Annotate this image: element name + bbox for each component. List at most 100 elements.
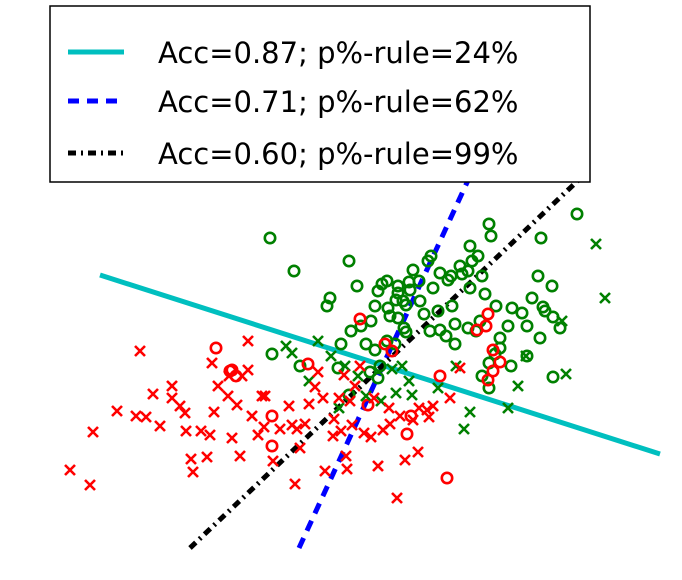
point-circle-1-18	[486, 364, 500, 378]
point-circle-0-8	[391, 279, 405, 293]
legend: Acc=0.87; p%-rule=24% Acc=0.71; p%-rule=…	[49, 5, 591, 183]
point-circle-0-74	[501, 319, 515, 333]
point-cross-3-72	[147, 388, 159, 400]
point-cross-3-19	[242, 335, 254, 347]
point-circle-0-59	[323, 291, 337, 305]
point-cross-3-44	[354, 360, 366, 372]
point-circle-0-68	[423, 324, 437, 338]
point-cross-3-17	[234, 450, 246, 462]
point-cross-3-46	[365, 431, 377, 443]
point-cross-3-71	[154, 420, 166, 432]
point-circle-0-86	[534, 231, 548, 245]
point-circle-0-70	[448, 337, 462, 351]
point-circle-0-39	[505, 301, 519, 315]
boundary-line-1	[99, 272, 661, 457]
point-cross-3-14	[212, 380, 224, 392]
point-circle-0-55	[364, 314, 378, 328]
point-circle-0-79	[383, 309, 397, 323]
point-cross-3-23	[267, 455, 279, 467]
point-cross-3-63	[338, 369, 350, 381]
point-circle-0-46	[533, 331, 547, 345]
legend-box	[49, 5, 591, 183]
legend-label-2: Acc=0.71; p%-rule=62%	[158, 85, 518, 119]
point-cross-2-25	[280, 340, 292, 352]
point-cross-2-21	[432, 382, 444, 394]
point-cross-3-74	[256, 390, 268, 402]
point-cross-2-23	[333, 402, 345, 414]
point-cross-3-64	[319, 465, 331, 477]
point-circle-1-11	[433, 369, 447, 383]
point-cross-3-42	[346, 419, 358, 431]
point-circle-0-85	[570, 207, 584, 221]
point-cross-3-4	[130, 410, 142, 422]
point-cross-2-10	[406, 389, 418, 401]
point-cross-2-1	[312, 335, 324, 347]
point-cross-2-15	[590, 238, 602, 250]
point-circle-0-0	[263, 231, 277, 245]
point-cross-3-49	[383, 402, 395, 414]
point-cross-2-7	[386, 363, 398, 375]
point-cross-3-69	[180, 425, 192, 437]
point-cross-3-0	[64, 464, 76, 476]
point-circle-0-38	[489, 299, 503, 313]
point-cross-3-8	[179, 407, 191, 419]
point-circle-0-78	[371, 371, 385, 385]
point-cross-2-12	[464, 406, 476, 418]
point-circle-0-32	[417, 307, 431, 321]
point-cross-3-34	[317, 392, 329, 404]
point-circle-1-6	[353, 312, 367, 326]
point-cross-2-8	[396, 360, 408, 372]
point-cross-3-15	[222, 390, 234, 402]
point-cross-3-35	[327, 430, 339, 442]
point-circle-0-81	[293, 359, 307, 373]
point-circle-0-89	[520, 349, 534, 363]
point-circle-0-53	[403, 283, 417, 297]
point-circle-0-56	[354, 319, 368, 333]
point-circle-1-19	[479, 319, 493, 333]
point-circle-0-3	[342, 254, 356, 268]
point-cross-3-66	[231, 399, 243, 411]
point-cross-3-22	[259, 390, 271, 402]
point-circle-0-47	[515, 306, 529, 320]
point-cross-3-57	[423, 411, 435, 423]
point-cross-2-11	[458, 423, 470, 435]
point-circle-0-24	[441, 273, 455, 287]
point-circle-0-33	[431, 304, 445, 318]
point-circle-0-50	[463, 281, 477, 295]
point-circle-0-21	[484, 229, 498, 243]
point-cross-3-45	[358, 427, 370, 439]
point-circle-1-8	[385, 344, 399, 358]
point-circle-0-41	[525, 291, 539, 305]
point-cross-3-51	[391, 492, 403, 504]
point-cross-3-62	[368, 392, 380, 404]
data-points	[64, 207, 611, 504]
point-cross-3-39	[340, 450, 352, 462]
point-circle-1-16	[481, 307, 495, 321]
point-cross-2-9	[403, 375, 415, 387]
point-cross-3-70	[166, 392, 178, 404]
point-circle-0-13	[433, 266, 447, 280]
point-cross-3-21	[252, 429, 264, 441]
point-cross-3-24	[274, 423, 286, 435]
point-circle-0-42	[545, 279, 559, 293]
point-cross-2-14	[560, 368, 572, 380]
point-cross-3-59	[444, 392, 456, 404]
point-cross-3-58	[427, 400, 439, 412]
point-cross-3-29	[294, 442, 306, 454]
point-circle-0-73	[493, 331, 507, 345]
point-cross-3-73	[140, 411, 152, 423]
point-cross-2-19	[512, 380, 524, 392]
point-circle-0-80	[265, 347, 279, 361]
point-cross-3-47	[372, 460, 384, 472]
point-circle-0-90	[504, 359, 518, 373]
point-circle-0-65	[399, 325, 413, 339]
point-cross-3-40	[341, 463, 353, 475]
point-cross-3-30	[299, 418, 311, 430]
point-circle-0-37	[478, 287, 492, 301]
point-circle-1-3	[265, 409, 279, 423]
point-cross-3-1	[84, 479, 96, 491]
point-circle-0-22	[463, 239, 477, 253]
legend-label-3: Acc=0.60; p%-rule=99%	[158, 137, 518, 171]
point-circle-0-84	[368, 299, 382, 313]
